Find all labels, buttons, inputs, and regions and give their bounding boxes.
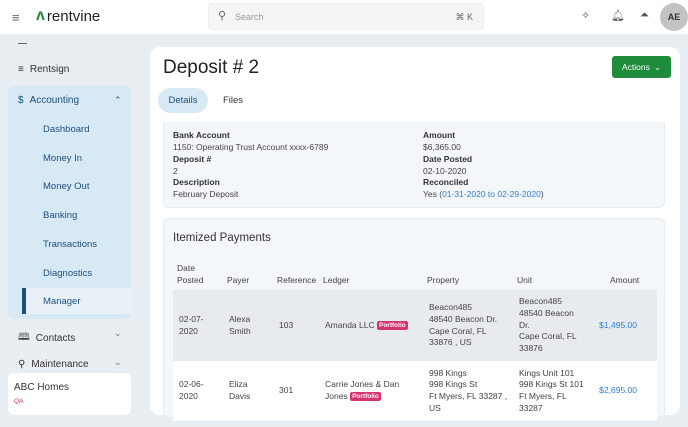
portfolio-badge: Portfolio	[350, 392, 381, 401]
cell-ledger: Amanda LLC Portfolio	[325, 320, 408, 332]
sidebar-sub-money-out[interactable]: Money Out	[43, 181, 90, 192]
org-name: ABC Homes	[14, 382, 70, 393]
search-icon: ⚲	[218, 10, 227, 22]
collapse-sidebar-icon[interactable]	[18, 43, 27, 44]
col-property: Property	[427, 275, 460, 285]
reconciled-value: Yes (01-31-2020 to 02-29-2020)	[423, 189, 544, 199]
cell-property: Beacon485 48540 Beacon Dr. Cape Coral, F…	[429, 302, 498, 348]
col-amount: Amount	[610, 275, 640, 285]
itemized-title: Itemized Payments	[173, 232, 271, 244]
search-input[interactable]: ⚲ Search ⌘ K	[208, 3, 484, 30]
logo-leaf-icon: ʌ	[36, 7, 45, 24]
search-shortcut: ⌘ K	[455, 12, 473, 22]
deposit-value: 2	[173, 166, 178, 176]
cell-reference: 301	[279, 385, 294, 396]
reconciled-prefix: Yes (	[423, 189, 443, 199]
cell-payer: Alexa Smith	[229, 313, 251, 336]
dollar-icon: $	[18, 95, 24, 106]
bank-account-value: 1150: Operating Trust Account xxxx-6789	[173, 142, 329, 152]
sidebar-item-accounting[interactable]: $ Accounting	[18, 95, 79, 106]
accounting-group	[8, 86, 133, 319]
page-title: Deposit # 2	[163, 57, 260, 78]
cell-amount[interactable]: $1,495.00	[599, 319, 637, 330]
cell-reference: 103	[279, 319, 294, 330]
date-posted-value: 02-10-2020	[423, 166, 467, 176]
brand-name: rentvine	[46, 7, 101, 25]
deposit-details: Bank Account 1150: Operating Trust Accou…	[163, 122, 665, 208]
tab-files[interactable]: Files	[222, 95, 244, 106]
sidebar-sub-transactions[interactable]: Transactions	[43, 239, 98, 250]
sidebar-item-maintenance[interactable]: ⚲ Maintenance	[18, 359, 89, 370]
chevron-down-icon: ⌄	[653, 61, 661, 72]
rentsign-icon: ≡	[18, 64, 24, 75]
amount-value: $6,365.00	[423, 142, 461, 152]
description-value: February Deposit	[173, 189, 239, 199]
col-date-posted: Date Posted	[177, 263, 204, 285]
cell-unit: Kings Unit 101 998 Kings St 101 Ft Myers…	[519, 367, 584, 413]
col-payer: Payer	[227, 275, 250, 285]
rocket-icon[interactable]: ⏶	[640, 9, 649, 21]
actions-label: Actions	[622, 62, 650, 72]
sidebar-sub-dashboard[interactable]: Dashboard	[43, 124, 90, 135]
sidebar-item-rentsign[interactable]: ≡ Rentsign	[18, 64, 69, 75]
sidebar-sub-diagnostics[interactable]: Diagnostics	[43, 268, 93, 279]
table-row[interactable]: 02-06- 2020 Eliza Davis 301 Carrie Jones & …	[173, 361, 657, 421]
book-icon: 🕮︎	[18, 332, 30, 343]
chevron-up-icon[interactable]: ⌃	[114, 95, 122, 105]
sparkle-icon[interactable]: ✧	[581, 10, 591, 22]
brand-logo[interactable]: ʌ rentvine	[36, 7, 100, 25]
cell-property: 998 Kings 998 Kings St Ft Myers, FL 3328…	[429, 367, 508, 413]
sidebar-item-label: Maintenance	[31, 359, 89, 370]
cell-date: 02-06- 2020	[179, 379, 204, 401]
cell-ledger: Carrie Jones & Dan Jones Portfolio	[325, 379, 399, 403]
wrench-icon: ⚲	[18, 359, 26, 370]
ledger-name[interactable]: Amanda LLC	[325, 319, 375, 330]
col-unit: Unit	[517, 275, 533, 285]
chevron-down-icon[interactable]: ⌄	[114, 328, 122, 338]
amount-label: Amount	[423, 130, 456, 140]
banking-selected-bg	[22, 288, 133, 314]
reconciliation-link[interactable]: 01-31-2020 to 02-29-2020	[442, 189, 541, 199]
bank-account-label: Bank Account	[173, 130, 230, 140]
table-row[interactable]: 02-07- 2020 Alexa Smith 103 Amanda LLC Port…	[173, 290, 657, 361]
deposit-label: Deposit #	[173, 154, 212, 164]
sidebar-sub-manager[interactable]: Manager	[43, 296, 81, 307]
cell-payer: Eliza Davis	[229, 379, 251, 401]
organization-switcher[interactable]: ABC Homes QA	[8, 373, 131, 415]
sidebar-item-label: Contacts	[35, 333, 76, 344]
date-posted-label: Date Posted	[423, 154, 473, 164]
avatar[interactable]: AE	[660, 3, 688, 31]
sidebar-item-label: Accounting	[29, 95, 80, 106]
reconciled-suffix: )	[540, 189, 544, 199]
itemized-payments-card: Itemized Payments Date Posted Payer Refe…	[163, 218, 665, 421]
bell-icon[interactable]: 🔔︎	[611, 10, 625, 22]
col-reference: Reference	[277, 275, 317, 285]
description-label: Description	[173, 177, 220, 187]
sidebar-sub-money-in[interactable]: Money In	[43, 153, 83, 164]
org-env: QA	[14, 398, 24, 405]
tab-details[interactable]: Details	[158, 88, 208, 113]
sidebar-sub-banking[interactable]: Banking	[43, 210, 78, 221]
sidebar-item-contacts[interactable]: 🕮︎ Contacts	[18, 330, 75, 347]
sidebar-item-label: Rentsign	[29, 64, 70, 75]
hamburger-menu-icon[interactable]: ≡	[12, 10, 20, 25]
top-header: ≡ ʌ rentvine ⚲ Search ⌘ K ✧ 🔔︎ ⏶ AE	[0, 0, 688, 34]
ledger-name[interactable]: Carrie Jones & Dan Jones	[325, 379, 400, 402]
portfolio-badge: Portfolio	[377, 320, 408, 330]
col-ledger: Ledger	[323, 275, 350, 285]
reconciled-label: Reconciled	[423, 177, 469, 187]
search-placeholder: Search	[235, 12, 264, 22]
cell-unit: Beacon485 48540 Beacon Dr. Cape Coral, F…	[519, 296, 577, 354]
actions-button[interactable]: Actions ⌄	[612, 56, 671, 78]
chevron-down-icon[interactable]: ⌄	[114, 357, 122, 367]
cell-amount[interactable]: $2,695.00	[599, 385, 637, 396]
cell-date: 02-07- 2020	[179, 313, 204, 336]
